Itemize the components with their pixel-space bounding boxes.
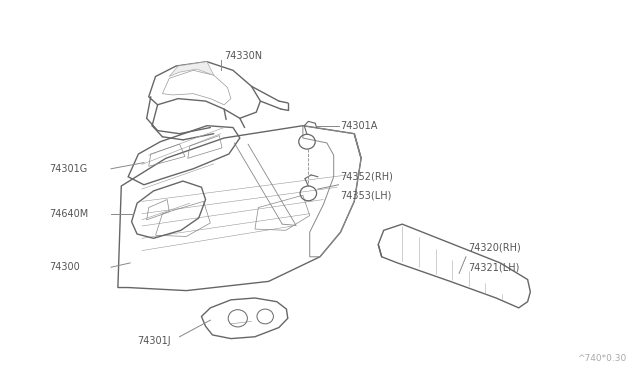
Text: 74300: 74300 xyxy=(49,262,80,272)
Text: 74320(RH): 74320(RH) xyxy=(468,243,522,253)
Text: 74353(LH): 74353(LH) xyxy=(340,191,392,201)
Text: ^740*0.30: ^740*0.30 xyxy=(577,354,626,363)
Text: 74301J: 74301J xyxy=(137,336,171,346)
Text: 74301A: 74301A xyxy=(340,121,378,131)
Text: 74321(LH): 74321(LH) xyxy=(468,262,520,272)
Text: 74352(RH): 74352(RH) xyxy=(340,171,394,181)
Text: 74330N: 74330N xyxy=(224,51,262,61)
Text: 74301G: 74301G xyxy=(49,164,88,174)
Polygon shape xyxy=(169,62,214,77)
Text: 74640M: 74640M xyxy=(49,209,88,219)
